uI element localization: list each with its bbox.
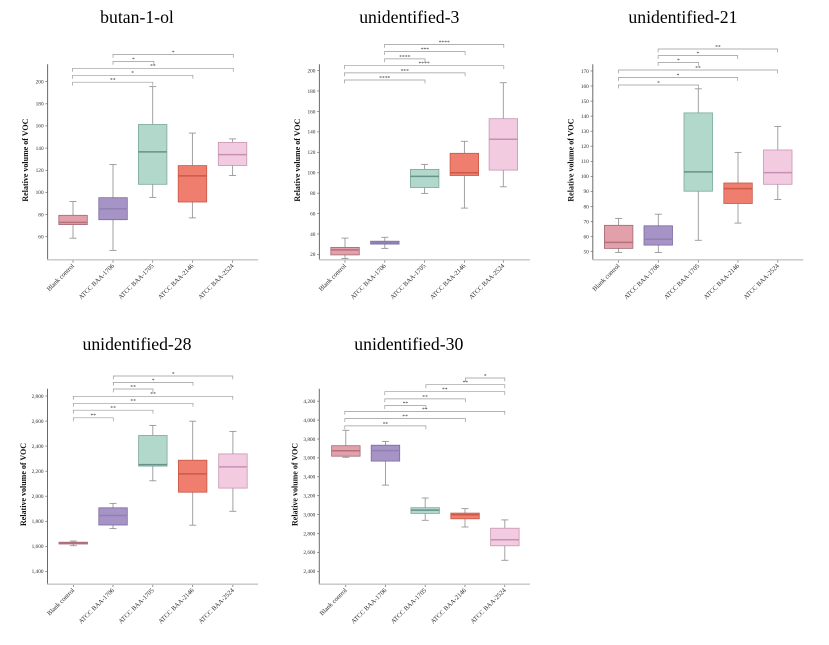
svg-text:100: 100: [581, 174, 589, 180]
svg-text:*: *: [152, 378, 155, 384]
svg-text:***: ***: [401, 68, 410, 74]
svg-text:**: **: [110, 78, 116, 84]
svg-text:**: **: [402, 414, 408, 420]
svg-text:**: **: [403, 401, 409, 407]
svg-text:160: 160: [307, 109, 315, 115]
svg-text:140: 140: [581, 114, 589, 120]
svg-text:**: **: [422, 407, 428, 413]
svg-text:Relative volume of VOC: Relative volume of VOC: [293, 118, 302, 201]
svg-text:140: 140: [307, 130, 315, 136]
svg-text:70: 70: [584, 219, 590, 225]
svg-text:*: *: [172, 50, 175, 56]
svg-text:160: 160: [36, 124, 44, 130]
svg-text:*: *: [484, 373, 487, 379]
svg-text:*: *: [677, 58, 680, 64]
svg-text:**: **: [130, 384, 136, 390]
svg-text:4,200: 4,200: [303, 399, 315, 405]
svg-text:****: ****: [399, 54, 410, 60]
svg-text:1,400: 1,400: [32, 569, 44, 575]
svg-text:2,400: 2,400: [32, 444, 44, 450]
svg-text:150: 150: [581, 99, 589, 105]
svg-text:90: 90: [584, 189, 590, 195]
svg-text:80: 80: [38, 212, 44, 218]
svg-text:unidentified-30: unidentified-30: [354, 334, 463, 354]
svg-text:60: 60: [310, 211, 316, 217]
svg-text:20: 20: [310, 252, 316, 258]
svg-text:170: 170: [581, 69, 589, 75]
svg-text:60: 60: [38, 235, 44, 241]
svg-text:butan-1-ol: butan-1-ol: [100, 7, 174, 27]
svg-text:**: **: [110, 406, 116, 412]
svg-text:**: **: [695, 65, 701, 71]
svg-text:3,200: 3,200: [303, 494, 315, 500]
svg-text:3,400: 3,400: [303, 475, 315, 481]
svg-text:200: 200: [307, 68, 315, 74]
svg-text:80: 80: [310, 191, 316, 197]
svg-text:**: **: [91, 413, 97, 419]
svg-text:Relative volume of VOC: Relative volume of VOC: [19, 443, 28, 526]
svg-text:*: *: [657, 80, 660, 86]
svg-text:**: **: [150, 392, 156, 398]
svg-text:Relative volume of VOC: Relative volume of VOC: [566, 118, 575, 201]
svg-text:2,800: 2,800: [32, 394, 44, 400]
svg-text:100: 100: [36, 190, 44, 196]
svg-text:unidentified-3: unidentified-3: [359, 7, 459, 27]
svg-text:2,400: 2,400: [303, 569, 315, 575]
svg-text:80: 80: [584, 204, 590, 210]
svg-text:130: 130: [581, 129, 589, 135]
svg-text:180: 180: [36, 102, 44, 108]
svg-text:*: *: [132, 57, 135, 63]
svg-text:**: **: [715, 44, 721, 50]
svg-text:3,600: 3,600: [303, 456, 315, 462]
svg-text:****: ****: [439, 40, 450, 46]
svg-text:120: 120: [36, 168, 44, 174]
svg-text:2,000: 2,000: [32, 494, 44, 500]
svg-text:**: **: [150, 64, 156, 70]
svg-text:4,000: 4,000: [303, 418, 315, 424]
svg-text:2,600: 2,600: [303, 550, 315, 556]
svg-text:110: 110: [581, 159, 589, 165]
svg-text:*: *: [172, 371, 175, 377]
svg-text:**: **: [130, 399, 136, 405]
svg-text:140: 140: [36, 146, 44, 152]
svg-text:2,600: 2,600: [32, 419, 44, 425]
svg-text:120: 120: [581, 144, 589, 150]
svg-text:200: 200: [36, 79, 44, 85]
svg-text:*: *: [697, 51, 700, 57]
svg-text:**: **: [463, 380, 469, 386]
svg-text:Relative volume of VOC: Relative volume of VOC: [291, 443, 300, 526]
svg-text:unidentified-21: unidentified-21: [628, 7, 737, 27]
svg-text:*: *: [131, 71, 134, 77]
svg-text:***: ***: [421, 47, 430, 53]
svg-text:100: 100: [307, 171, 315, 177]
svg-text:unidentified-28: unidentified-28: [82, 334, 191, 354]
svg-text:**: **: [442, 387, 448, 393]
svg-text:****: ****: [419, 61, 430, 67]
svg-text:**: **: [383, 421, 389, 427]
svg-text:60: 60: [584, 234, 590, 240]
svg-text:2,200: 2,200: [32, 469, 44, 475]
svg-text:2,800: 2,800: [303, 531, 315, 537]
svg-text:****: ****: [379, 75, 390, 81]
svg-text:120: 120: [307, 150, 315, 156]
svg-text:50: 50: [584, 249, 590, 255]
svg-text:180: 180: [307, 89, 315, 95]
svg-text:3,000: 3,000: [303, 512, 315, 518]
svg-text:3,800: 3,800: [303, 437, 315, 443]
svg-text:**: **: [422, 394, 428, 400]
svg-text:1,800: 1,800: [32, 519, 44, 525]
svg-text:1,600: 1,600: [32, 544, 44, 550]
svg-text:160: 160: [581, 84, 589, 90]
svg-text:*: *: [677, 73, 680, 79]
svg-text:40: 40: [310, 232, 316, 238]
svg-text:Relative volume of VOC: Relative volume of VOC: [21, 118, 30, 201]
